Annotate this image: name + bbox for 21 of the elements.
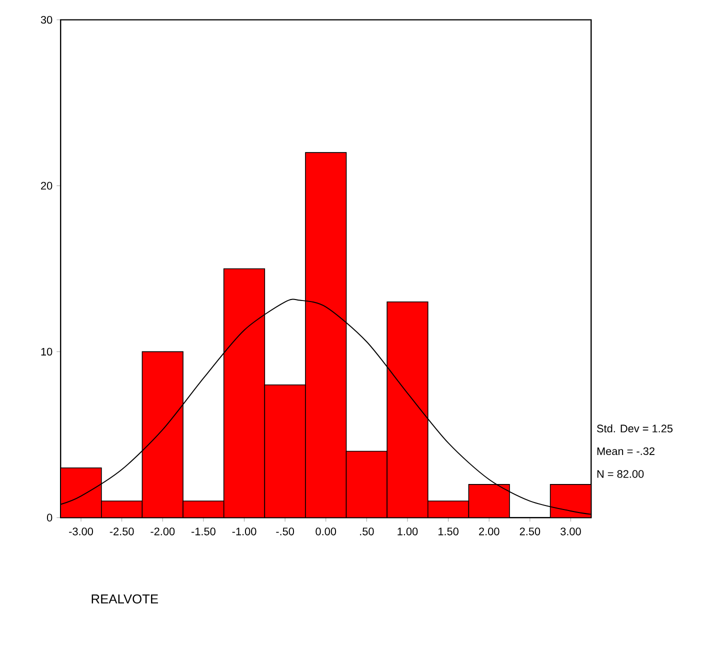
x-tick-label: -3.00 [69, 528, 94, 536]
text: N = 82.00 [597, 470, 644, 478]
x-axis-title: REALVOTE [92, 594, 158, 604]
x-tick-label: -2.00 [150, 528, 175, 536]
text: Mean = -.32 [597, 448, 654, 456]
y-tick-label: 30 [40, 16, 52, 24]
text: Std. Dev = 1.25 [596, 424, 673, 433]
x-tick-label: 0.00 [316, 528, 336, 536]
x-tick-label: -2.50 [110, 528, 134, 536]
y-tick-label: 0 [46, 514, 52, 522]
x-tick-label: -1.00 [232, 528, 256, 536]
x-tick-label: 3.00 [560, 528, 581, 536]
x-tick-label: .50 [360, 528, 374, 536]
x-tick-label: 2.00 [479, 528, 500, 536]
x-tick-label: -1.50 [192, 528, 216, 536]
x-tick-label: -.50 [276, 528, 294, 536]
x-tick-label: 1.00 [398, 528, 418, 536]
y-tick-label: 20 [41, 182, 52, 190]
y-tick-label: 10 [41, 348, 52, 356]
x-tick-label: 1.50 [438, 528, 458, 536]
x-tick-label: 2.50 [520, 528, 540, 536]
